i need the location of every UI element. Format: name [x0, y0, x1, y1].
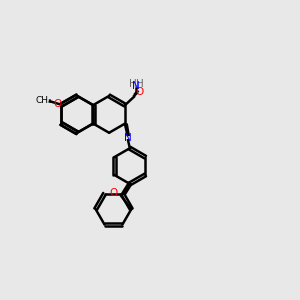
Text: H: H — [136, 79, 144, 89]
Text: N: N — [133, 80, 140, 91]
Text: N: N — [124, 133, 132, 143]
Text: O: O — [109, 188, 117, 198]
Text: H: H — [129, 79, 137, 89]
Text: O: O — [53, 99, 62, 109]
Text: O: O — [136, 87, 144, 97]
Text: CH₃: CH₃ — [35, 96, 52, 105]
